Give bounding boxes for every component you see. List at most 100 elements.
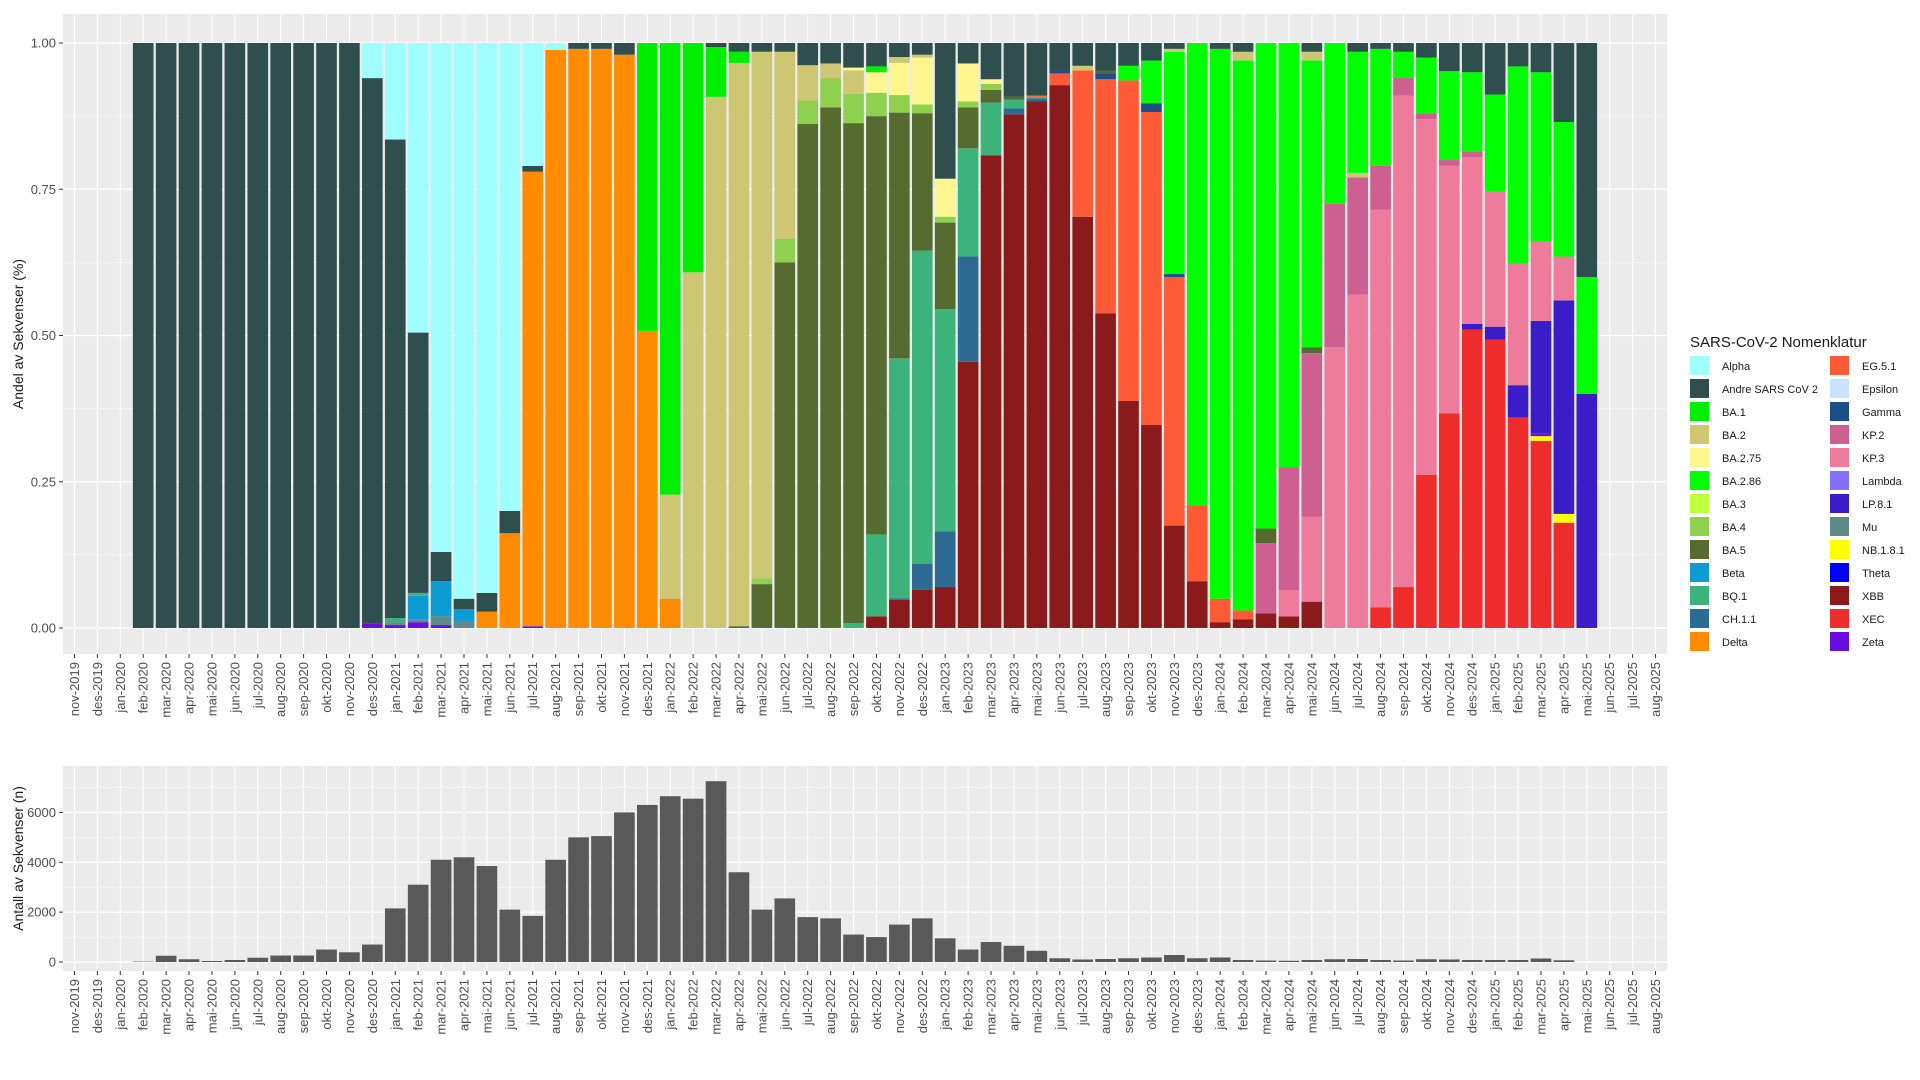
legend-item: Gamma <box>1830 402 1902 421</box>
x-tick-label: okt-2023 <box>1144 662 1159 713</box>
bar-segment-delta <box>637 330 658 628</box>
x-tick-label: sep-2022 <box>846 662 861 716</box>
legend-swatch <box>1690 425 1709 444</box>
bar-segment-eg-5-1 <box>1049 73 1071 86</box>
count-bar <box>1439 959 1460 962</box>
bar-segment-ba-2-86 <box>1553 121 1575 257</box>
x-tick-label: nov-2020 <box>342 979 357 1033</box>
count-bar <box>843 934 864 962</box>
x-tick-label: feb-2025 <box>1511 662 1526 713</box>
legend-label: Theta <box>1862 568 1891 580</box>
bar-segment-beta <box>430 581 452 617</box>
count-bar <box>728 872 750 962</box>
proportion-x-tick-labels: nov-2019 des-2019 jan-2020 feb-2020 mar-2020… <box>67 654 1663 718</box>
x-tick-label: des-2021 <box>640 662 655 716</box>
bar-segment-ba-2 <box>728 62 750 627</box>
bar-segment-andre-sars-cov-2 <box>1530 43 1552 73</box>
x-tick-label: jan-2020 <box>113 979 128 1031</box>
bar-segment-andre-sars-cov-2 <box>1049 43 1071 71</box>
bar-segment-ba-2-86 <box>1118 65 1139 81</box>
bar-segment-ba-5 <box>820 107 841 629</box>
bar-segment-andre-sars-cov-2 <box>797 43 819 66</box>
bar-segment-xec <box>1370 607 1391 628</box>
x-tick-label: jun-2023 <box>1052 662 1067 714</box>
legend-swatch <box>1830 356 1849 375</box>
bar-segment-xec <box>1553 522 1575 628</box>
count-bar <box>1347 959 1368 962</box>
y-tick-label: 4000 <box>27 855 56 870</box>
legend-swatch <box>1830 379 1849 398</box>
x-tick-label: apr-2021 <box>457 662 472 714</box>
count-bar <box>224 960 246 962</box>
bar-segment-ba-1 <box>866 66 887 73</box>
bar-segment-lp-8-1 <box>1576 394 1598 628</box>
count-bar <box>293 955 314 962</box>
bar-segment-andre-sars-cov-2 <box>224 43 246 628</box>
x-tick-label: jun-2025 <box>1602 662 1617 714</box>
x-tick-label: okt-2021 <box>594 979 609 1030</box>
bar-segment-andre-sars-cov-2 <box>614 43 635 55</box>
bar-segment-ba-5 <box>843 123 864 624</box>
count-bar <box>1118 958 1139 962</box>
count-bar <box>1232 960 1254 962</box>
bar-segment-ba-2 <box>682 272 704 628</box>
bar-segment-zeta <box>522 626 544 628</box>
bar-segment-bq-1 <box>889 358 910 599</box>
legend-swatch <box>1830 448 1849 467</box>
bar-segment-andre-sars-cov-2 <box>980 43 1002 80</box>
bar-segment-xbb <box>1164 525 1185 628</box>
bar-segment-ba-2-86 <box>1278 43 1300 468</box>
x-tick-label: des-2020 <box>365 979 380 1033</box>
legend-item: Beta <box>1690 563 1746 582</box>
x-tick-label: mar-2024 <box>1259 662 1274 718</box>
count-bar <box>682 798 704 962</box>
x-tick-label: jan-2022 <box>663 662 678 714</box>
x-tick-label: jul-2020 <box>250 662 265 709</box>
bar-segment-ch-1-1 <box>1026 98 1048 102</box>
x-tick-label: feb-2020 <box>136 662 151 713</box>
bar-segment-ba-2 <box>911 54 933 58</box>
bar-segment-ch-1-1 <box>911 563 933 590</box>
bar-segment-bq-1 <box>980 102 1002 156</box>
x-tick-label: sep-2024 <box>1396 979 1411 1033</box>
bar-segment-kp-3 <box>1347 294 1368 628</box>
bar-segment-ba-4 <box>934 216 956 223</box>
count-bar <box>1393 960 1414 962</box>
x-tick-label: jul-2025 <box>1625 662 1640 709</box>
count-bar <box>866 937 887 962</box>
x-tick-label: des-2024 <box>1465 979 1480 1033</box>
bar-segment-delta <box>659 598 681 628</box>
bar-segment-delta <box>568 48 589 629</box>
bar-segment-eg-5-1 <box>1209 598 1231 623</box>
bar-segment-ch-1-1 <box>957 256 979 362</box>
count-bar <box>476 866 498 962</box>
count-bar <box>659 796 681 962</box>
legend-item: Delta <box>1690 632 1749 651</box>
bar-segment-ba-2-86 <box>1439 71 1460 160</box>
proportion-y-axis-title: Andel av Sekvenser (%) <box>10 259 26 409</box>
x-tick-label: sep-2021 <box>571 979 586 1033</box>
legend-item: Epsilon <box>1830 379 1898 398</box>
bar-segment-ba-5 <box>957 107 979 149</box>
bar-segment-andre-sars-cov-2 <box>316 43 337 628</box>
count-bar <box>705 781 727 962</box>
count-bar <box>1301 960 1323 962</box>
bar-segment-ba-2 <box>820 63 841 79</box>
legend-item: BA.2.86 <box>1690 471 1761 490</box>
legend-swatch <box>1830 425 1849 444</box>
bar-segment-andre-sars-cov-2 <box>247 43 269 628</box>
bar-segment-ch-1-1 <box>934 531 956 588</box>
bar-segment-kp-3 <box>1370 209 1391 608</box>
x-tick-label: nov-2023 <box>1167 662 1182 716</box>
bar-segment-kp-2 <box>1393 78 1414 96</box>
x-tick-label: mai-2022 <box>754 662 769 716</box>
count-bar <box>1324 959 1346 962</box>
bar-segment-ba-2-86 <box>1164 51 1185 275</box>
x-tick-label: mar-2025 <box>1533 662 1548 718</box>
bar-segment-xec <box>1416 474 1437 628</box>
x-tick-label: jun-2025 <box>1602 979 1617 1031</box>
count-bar <box>957 949 979 962</box>
count-bar <box>178 959 200 962</box>
proportion-bars <box>132 43 1598 629</box>
